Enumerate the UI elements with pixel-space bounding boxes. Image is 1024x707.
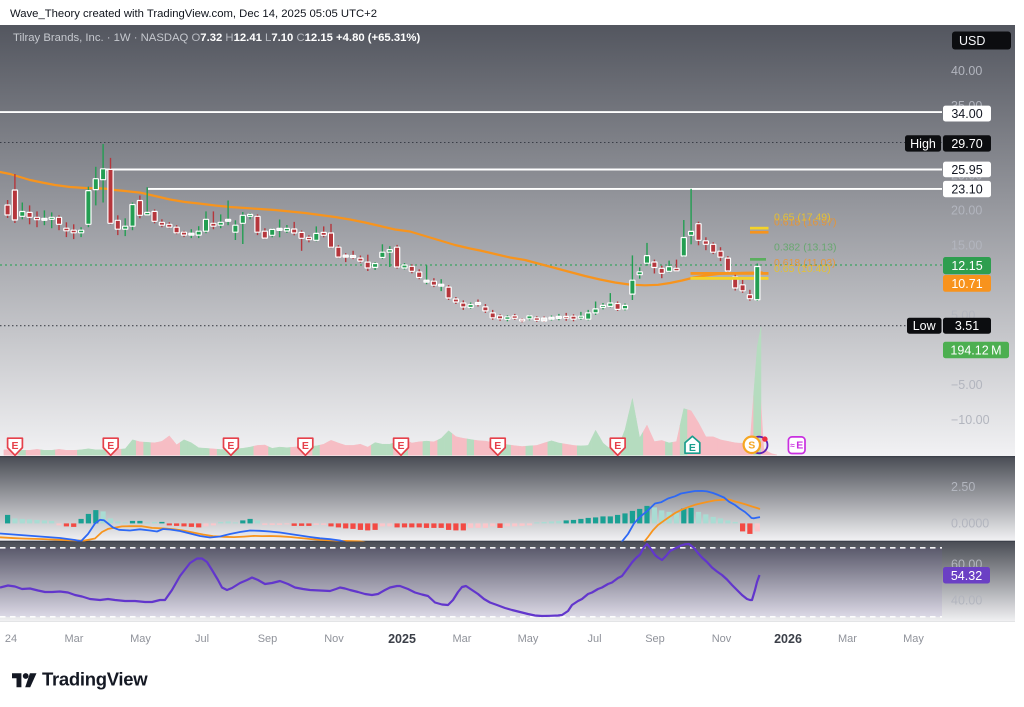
svg-text:2.50: 2.50 bbox=[951, 480, 975, 494]
svg-text:USD: USD bbox=[959, 34, 985, 48]
svg-text:E: E bbox=[11, 440, 18, 452]
svg-text:E: E bbox=[796, 440, 803, 452]
svg-text:S: S bbox=[748, 439, 755, 451]
svg-text:TradingView: TradingView bbox=[42, 669, 148, 690]
svg-text:15.00: 15.00 bbox=[951, 239, 982, 253]
svg-text:0.65 (17.49): 0.65 (17.49) bbox=[774, 212, 831, 224]
svg-text:High: High bbox=[910, 137, 936, 151]
svg-text:20.00: 20.00 bbox=[951, 204, 982, 218]
svg-text:E: E bbox=[227, 440, 234, 452]
svg-text:E: E bbox=[494, 440, 501, 452]
svg-text:12.15: 12.15 bbox=[951, 259, 982, 273]
svg-text:54.32: 54.32 bbox=[951, 569, 982, 583]
svg-text:E: E bbox=[614, 440, 621, 452]
svg-text:−5.00: −5.00 bbox=[951, 378, 983, 392]
svg-text:29.70: 29.70 bbox=[951, 137, 982, 151]
svg-text:194.12 M: 194.12 M bbox=[950, 344, 1001, 358]
svg-text:10.71: 10.71 bbox=[951, 277, 982, 291]
svg-text:25.95: 25.95 bbox=[951, 163, 982, 177]
svg-text:E: E bbox=[302, 440, 309, 452]
svg-text:0.382 (13.13): 0.382 (13.13) bbox=[774, 242, 836, 254]
svg-text:E: E bbox=[689, 442, 696, 454]
svg-text:0.65 (10.40): 0.65 (10.40) bbox=[774, 263, 831, 275]
svg-text:−10.00: −10.00 bbox=[951, 413, 990, 427]
svg-text:3.51: 3.51 bbox=[955, 319, 979, 333]
svg-text:23.10: 23.10 bbox=[951, 183, 982, 197]
svg-text:≈: ≈ bbox=[790, 441, 795, 450]
svg-text:34.00: 34.00 bbox=[951, 107, 982, 121]
svg-text:40.00: 40.00 bbox=[951, 594, 982, 608]
svg-text:0.618 (11.03): 0.618 (11.03) bbox=[774, 257, 836, 269]
svg-text:E: E bbox=[397, 440, 404, 452]
svg-text:Low: Low bbox=[913, 319, 937, 333]
svg-text:E: E bbox=[107, 440, 114, 452]
svg-text:0.618 (16.97): 0.618 (16.97) bbox=[774, 216, 836, 228]
svg-text:40.00: 40.00 bbox=[951, 64, 982, 78]
svg-text:0.0000: 0.0000 bbox=[951, 517, 989, 531]
